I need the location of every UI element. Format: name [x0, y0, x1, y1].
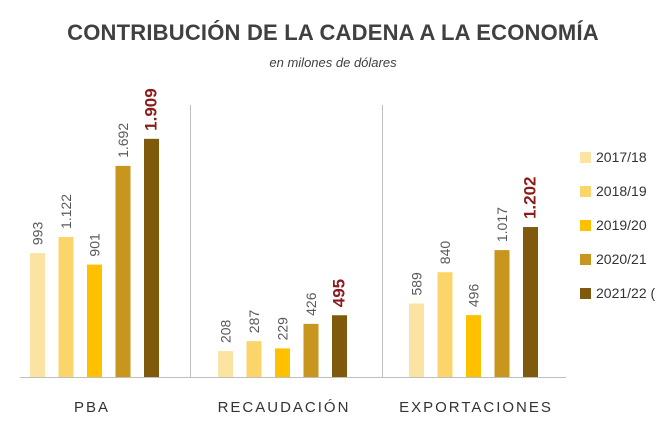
bar — [332, 315, 347, 377]
bar — [30, 253, 45, 377]
data-label: 287 — [246, 310, 262, 334]
data-label: 1.202 — [521, 176, 540, 219]
bar — [246, 341, 262, 377]
bar — [494, 250, 510, 377]
bar — [523, 227, 538, 377]
chart-title: CONTRIBUCIÓN DE LA CADENA A LA ECONOMÍA — [67, 20, 599, 45]
legend-label: 2017/18 — [596, 149, 647, 165]
category-label: PBA — [74, 399, 110, 416]
legend-swatch — [580, 254, 591, 265]
bar — [115, 165, 131, 377]
bar — [466, 315, 481, 377]
data-label: 1.692 — [115, 123, 131, 158]
data-label: 589 — [409, 272, 425, 296]
legend-label: 2019/20 — [596, 217, 647, 233]
data-label: 1.017 — [494, 207, 510, 242]
bar — [144, 138, 159, 377]
data-label: 426 — [303, 292, 319, 316]
data-label: 1.909 — [142, 88, 161, 131]
category-label: RECAUDACIÓN — [218, 399, 351, 416]
data-label: 840 — [437, 241, 453, 265]
legend-label: 2020/21 — [596, 251, 647, 267]
data-label: 495 — [330, 279, 349, 307]
legend-label: 2021/22 ( — [596, 285, 655, 301]
bar — [87, 264, 102, 377]
legend-swatch — [580, 220, 591, 231]
data-label: 229 — [275, 317, 291, 341]
bar — [275, 348, 290, 377]
legend-swatch — [580, 152, 591, 163]
chart-subtitle: en milones de dólares — [269, 55, 397, 70]
bar — [303, 323, 319, 377]
data-label: 1.122 — [58, 194, 74, 229]
data-label: 208 — [218, 319, 234, 343]
bar — [437, 272, 453, 377]
bar — [218, 351, 233, 377]
data-label: 901 — [87, 233, 103, 257]
data-label: 496 — [466, 284, 482, 308]
legend-label: 2018/19 — [596, 183, 647, 199]
legend-swatch — [580, 186, 591, 197]
category-label: EXPORTACIONES — [399, 399, 553, 416]
data-label: 993 — [30, 222, 46, 246]
bar — [58, 237, 74, 377]
bar — [409, 303, 424, 377]
legend-swatch — [580, 288, 591, 299]
